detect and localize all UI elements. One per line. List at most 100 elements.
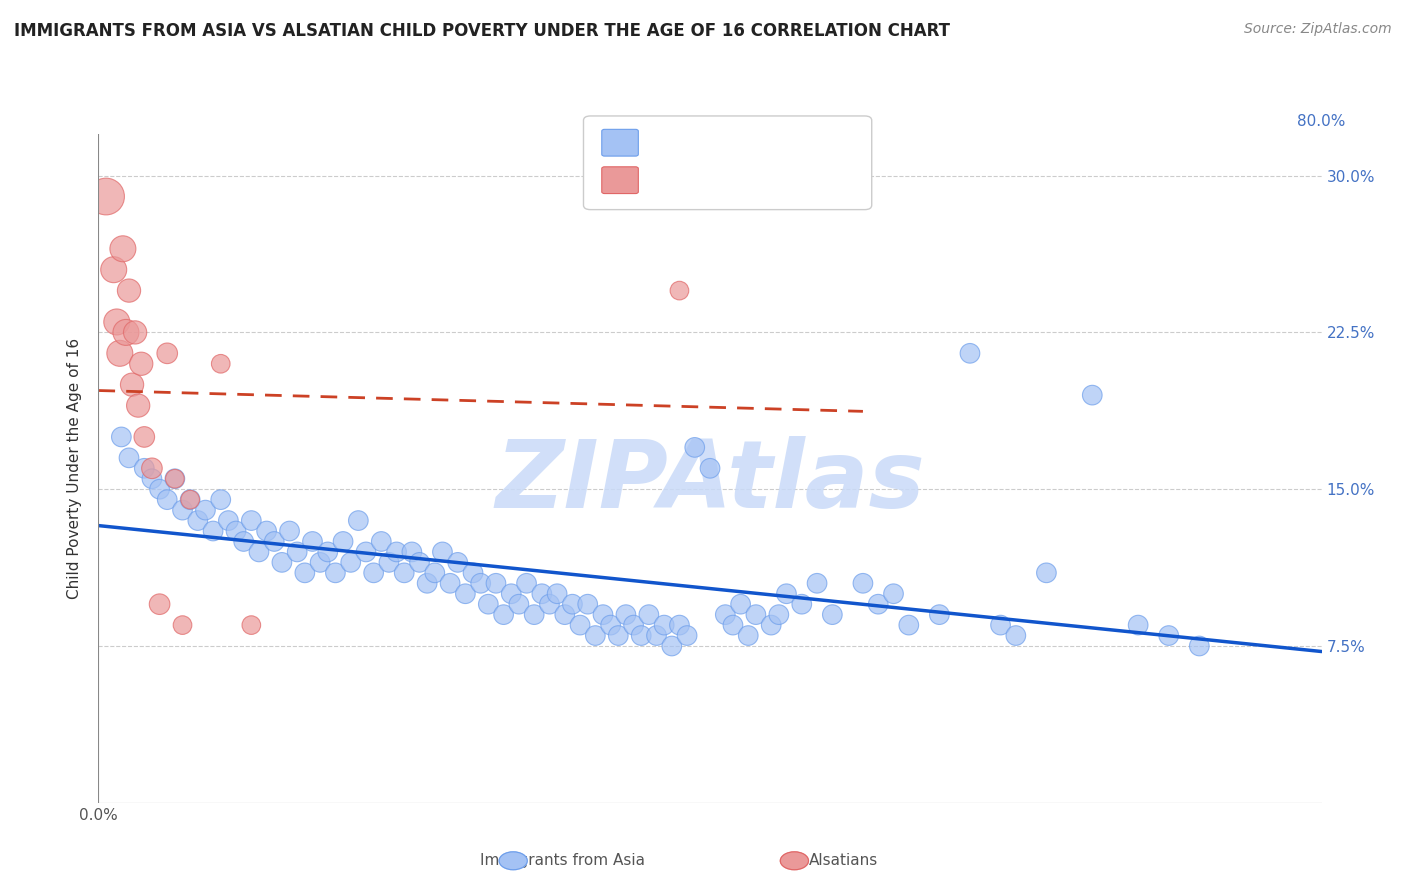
Point bbox=[111, 242, 134, 256]
Text: ZIPAtlas: ZIPAtlas bbox=[495, 435, 925, 528]
Point bbox=[623, 618, 645, 632]
Point bbox=[103, 262, 125, 277]
Text: N =: N = bbox=[752, 173, 782, 187]
Point bbox=[538, 597, 561, 611]
Point bbox=[179, 492, 201, 507]
Point bbox=[461, 566, 484, 580]
Point bbox=[156, 346, 179, 360]
Point bbox=[761, 618, 783, 632]
Text: IMMIGRANTS FROM ASIA VS ALSATIAN CHILD POVERTY UNDER THE AGE OF 16 CORRELATION C: IMMIGRANTS FROM ASIA VS ALSATIAN CHILD P… bbox=[14, 22, 950, 40]
Point bbox=[745, 607, 768, 622]
Point bbox=[561, 597, 583, 611]
Point bbox=[294, 566, 316, 580]
Point bbox=[501, 587, 523, 601]
Point bbox=[392, 566, 416, 580]
Point bbox=[432, 545, 454, 559]
Point bbox=[240, 618, 263, 632]
Text: 0.187: 0.187 bbox=[689, 173, 737, 187]
Point bbox=[209, 357, 232, 371]
Point bbox=[668, 284, 690, 298]
Point bbox=[768, 607, 790, 622]
Point bbox=[370, 534, 392, 549]
Point bbox=[959, 346, 981, 360]
Point bbox=[699, 461, 721, 475]
Point bbox=[523, 607, 546, 622]
Point bbox=[163, 472, 186, 486]
Point bbox=[194, 503, 217, 517]
Point bbox=[163, 472, 186, 486]
Point bbox=[661, 639, 683, 653]
Point bbox=[645, 628, 668, 642]
Text: Immigrants from Asia: Immigrants from Asia bbox=[479, 854, 645, 868]
Point bbox=[124, 326, 146, 340]
Point bbox=[652, 618, 675, 632]
Point bbox=[683, 441, 706, 455]
Point bbox=[638, 607, 661, 622]
Point bbox=[141, 461, 163, 475]
Point bbox=[217, 514, 239, 528]
Point bbox=[516, 576, 538, 591]
Point bbox=[439, 576, 461, 591]
Point bbox=[737, 628, 759, 642]
Point bbox=[806, 576, 828, 591]
Point bbox=[614, 607, 637, 622]
Point bbox=[118, 450, 141, 465]
Point bbox=[423, 566, 446, 580]
Text: Source: ZipAtlas.com: Source: ZipAtlas.com bbox=[1244, 22, 1392, 37]
Point bbox=[401, 545, 423, 559]
Point bbox=[354, 545, 377, 559]
Point bbox=[105, 315, 128, 329]
Point bbox=[108, 346, 131, 360]
Text: R =: R = bbox=[647, 136, 675, 150]
Point bbox=[187, 514, 209, 528]
Point bbox=[485, 576, 508, 591]
Point bbox=[492, 607, 515, 622]
Point bbox=[347, 514, 370, 528]
Point bbox=[454, 587, 477, 601]
Point bbox=[852, 576, 875, 591]
Point bbox=[546, 587, 568, 601]
Point bbox=[1004, 628, 1026, 642]
Point bbox=[121, 377, 143, 392]
Point bbox=[270, 555, 294, 569]
Point bbox=[583, 628, 606, 642]
Point bbox=[668, 618, 690, 632]
Point bbox=[883, 587, 905, 601]
Point bbox=[599, 618, 621, 632]
Point bbox=[363, 566, 385, 580]
Point bbox=[990, 618, 1012, 632]
Text: R =: R = bbox=[647, 173, 675, 187]
Text: 100: 100 bbox=[794, 136, 827, 150]
Point bbox=[301, 534, 323, 549]
Point bbox=[630, 628, 652, 642]
Point bbox=[1188, 639, 1211, 653]
Point bbox=[179, 492, 201, 507]
Point bbox=[714, 607, 737, 622]
Point bbox=[530, 587, 553, 601]
Point bbox=[134, 430, 156, 444]
Point bbox=[821, 607, 844, 622]
Point bbox=[676, 628, 699, 642]
Point bbox=[447, 555, 470, 569]
Point bbox=[141, 472, 163, 486]
Point bbox=[592, 607, 614, 622]
Point bbox=[607, 628, 630, 642]
Point bbox=[721, 618, 744, 632]
Point bbox=[470, 576, 492, 591]
Point bbox=[240, 514, 263, 528]
Point bbox=[325, 566, 347, 580]
Point bbox=[569, 618, 592, 632]
Point bbox=[285, 545, 308, 559]
Point bbox=[928, 607, 950, 622]
Point bbox=[339, 555, 361, 569]
Point bbox=[149, 482, 172, 496]
Point bbox=[110, 430, 132, 444]
Point bbox=[316, 545, 339, 559]
Point bbox=[209, 492, 232, 507]
Point bbox=[263, 534, 285, 549]
Point bbox=[127, 399, 149, 413]
Point bbox=[278, 524, 301, 538]
Y-axis label: Child Poverty Under the Age of 16: Child Poverty Under the Age of 16 bbox=[67, 338, 83, 599]
Point bbox=[477, 597, 499, 611]
Point bbox=[385, 545, 408, 559]
